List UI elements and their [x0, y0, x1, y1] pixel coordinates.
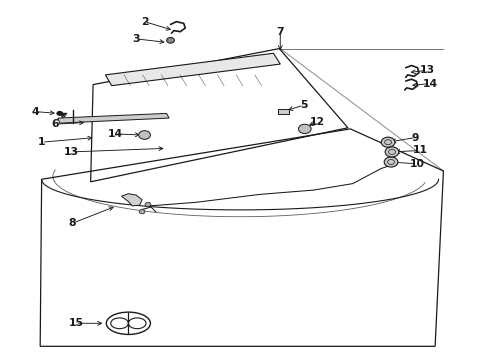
Text: 3: 3: [132, 34, 140, 44]
Text: 5: 5: [300, 100, 308, 110]
Text: 2: 2: [141, 17, 148, 27]
Text: 13: 13: [64, 147, 78, 157]
Text: 12: 12: [310, 117, 325, 127]
Text: 8: 8: [69, 218, 76, 228]
Text: 9: 9: [412, 132, 419, 143]
Circle shape: [139, 210, 145, 214]
Text: 14: 14: [108, 129, 122, 139]
Circle shape: [298, 124, 311, 134]
Text: 4: 4: [31, 107, 39, 117]
Polygon shape: [122, 194, 142, 206]
Text: 7: 7: [276, 27, 284, 37]
Text: 6: 6: [51, 119, 59, 129]
Circle shape: [381, 137, 395, 147]
Polygon shape: [58, 113, 169, 123]
Circle shape: [139, 131, 150, 139]
Circle shape: [56, 111, 63, 116]
Polygon shape: [105, 53, 280, 86]
Text: 1: 1: [38, 137, 46, 147]
Text: 10: 10: [410, 159, 425, 169]
Text: 15: 15: [69, 318, 83, 328]
FancyBboxPatch shape: [278, 109, 289, 114]
Text: 13: 13: [420, 65, 435, 75]
Text: 14: 14: [423, 78, 438, 89]
Circle shape: [145, 202, 151, 207]
Circle shape: [167, 37, 174, 43]
Circle shape: [384, 157, 398, 167]
Circle shape: [385, 147, 399, 157]
Text: 11: 11: [413, 145, 428, 156]
